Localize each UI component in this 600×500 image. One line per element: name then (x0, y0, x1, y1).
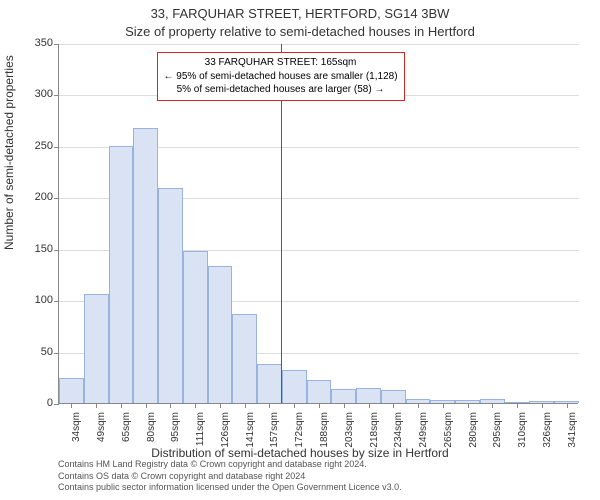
histogram-bar (208, 266, 233, 403)
histogram-bar (59, 378, 84, 403)
y-tick-label: 250 (19, 140, 53, 152)
y-tick (54, 147, 59, 148)
histogram-bar (158, 188, 183, 403)
y-tick (54, 353, 59, 354)
x-tick (369, 403, 370, 408)
y-tick (54, 301, 59, 302)
x-tick (443, 403, 444, 408)
annotation-line: 5% of semi-detached houses are larger (5… (164, 83, 398, 97)
histogram-bar (257, 364, 282, 403)
histogram-bar (133, 128, 158, 403)
x-tick (195, 403, 196, 408)
gridline (59, 44, 579, 45)
x-tick (319, 403, 320, 408)
x-tick (96, 403, 97, 408)
x-tick (567, 403, 568, 408)
y-tick (54, 250, 59, 251)
histogram-plot: 05010015020025030035034sqm49sqm65sqm80sq… (58, 44, 578, 404)
annotation-box: 33 FARQUHAR STREET: 165sqm← 95% of semi-… (157, 52, 405, 101)
y-tick-label: 0 (19, 397, 53, 409)
y-tick-label: 200 (19, 191, 53, 203)
y-tick (54, 198, 59, 199)
x-tick (418, 403, 419, 408)
attribution-line: Contains HM Land Registry data © Crown c… (58, 459, 402, 471)
histogram-bar (381, 390, 406, 403)
y-tick (54, 95, 59, 96)
x-tick (393, 403, 394, 408)
x-tick (492, 403, 493, 408)
histogram-bar (183, 251, 208, 403)
y-tick (54, 44, 59, 45)
histogram-bar (282, 370, 307, 403)
x-tick (517, 403, 518, 408)
attribution-line: Contains public sector information licen… (58, 482, 402, 494)
y-tick-label: 50 (19, 346, 53, 358)
y-tick-label: 150 (19, 243, 53, 255)
page-title-line1: 33, FARQUHAR STREET, HERTFORD, SG14 3BW (0, 6, 600, 21)
x-tick (468, 403, 469, 408)
attribution-line: Contains OS data © Crown copyright and d… (58, 471, 402, 483)
histogram-bar (307, 380, 332, 403)
y-tick-label: 300 (19, 88, 53, 100)
y-tick (54, 404, 59, 405)
x-tick (121, 403, 122, 408)
y-axis-label: Number of semi-detached properties (2, 55, 16, 250)
page-title-line2: Size of property relative to semi-detach… (0, 24, 600, 39)
histogram-bar (232, 314, 257, 403)
x-axis-label: Distribution of semi-detached houses by … (0, 446, 600, 460)
y-tick-label: 100 (19, 294, 53, 306)
attribution-text: Contains HM Land Registry data © Crown c… (58, 459, 402, 494)
histogram-bar (109, 146, 134, 403)
x-tick (542, 403, 543, 408)
annotation-line: 33 FARQUHAR STREET: 165sqm (164, 56, 398, 70)
x-tick (71, 403, 72, 408)
x-tick (146, 403, 147, 408)
x-tick (245, 403, 246, 408)
x-tick (344, 403, 345, 408)
x-tick (269, 403, 270, 408)
x-tick (170, 403, 171, 408)
histogram-bar (356, 388, 381, 403)
x-tick (294, 403, 295, 408)
annotation-line: ← 95% of semi-detached houses are smalle… (164, 70, 398, 84)
x-tick (220, 403, 221, 408)
histogram-bar (84, 294, 109, 403)
histogram-bar (331, 389, 356, 403)
y-tick-label: 350 (19, 37, 53, 49)
